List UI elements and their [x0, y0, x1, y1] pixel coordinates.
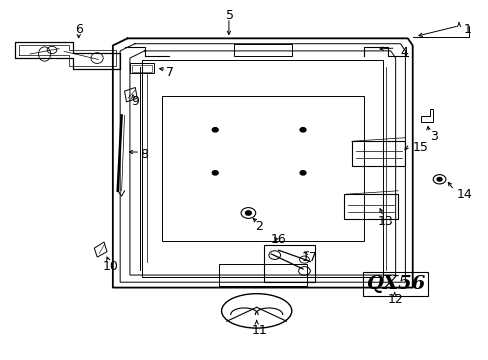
- Text: QX56: QX56: [365, 275, 425, 293]
- Text: 5: 5: [225, 9, 233, 22]
- Text: 14: 14: [456, 188, 471, 201]
- Text: 13: 13: [377, 215, 393, 228]
- Text: 16: 16: [270, 233, 286, 246]
- Text: 6: 6: [75, 23, 82, 36]
- Text: 10: 10: [102, 260, 118, 273]
- Text: 11: 11: [251, 324, 266, 337]
- Bar: [142, 60, 383, 277]
- Bar: [351, 141, 405, 166]
- Bar: [130, 63, 154, 73]
- Bar: [132, 64, 152, 72]
- Text: 12: 12: [387, 293, 403, 306]
- Text: 1: 1: [463, 23, 471, 36]
- Circle shape: [245, 211, 251, 215]
- Text: 7: 7: [166, 66, 174, 79]
- Text: 9: 9: [131, 95, 139, 108]
- Bar: [344, 194, 397, 220]
- Circle shape: [212, 128, 218, 132]
- Text: 2: 2: [255, 220, 263, 233]
- Circle shape: [300, 128, 305, 132]
- Bar: [161, 96, 363, 241]
- Bar: [264, 244, 315, 282]
- Bar: [219, 264, 306, 286]
- Circle shape: [212, 171, 218, 175]
- Text: 17: 17: [301, 251, 317, 264]
- Text: 15: 15: [412, 141, 427, 154]
- Circle shape: [300, 171, 305, 175]
- Circle shape: [436, 177, 441, 181]
- Text: 3: 3: [429, 130, 437, 144]
- Text: 4: 4: [400, 46, 407, 59]
- Bar: [233, 44, 291, 56]
- Text: 8: 8: [140, 148, 147, 161]
